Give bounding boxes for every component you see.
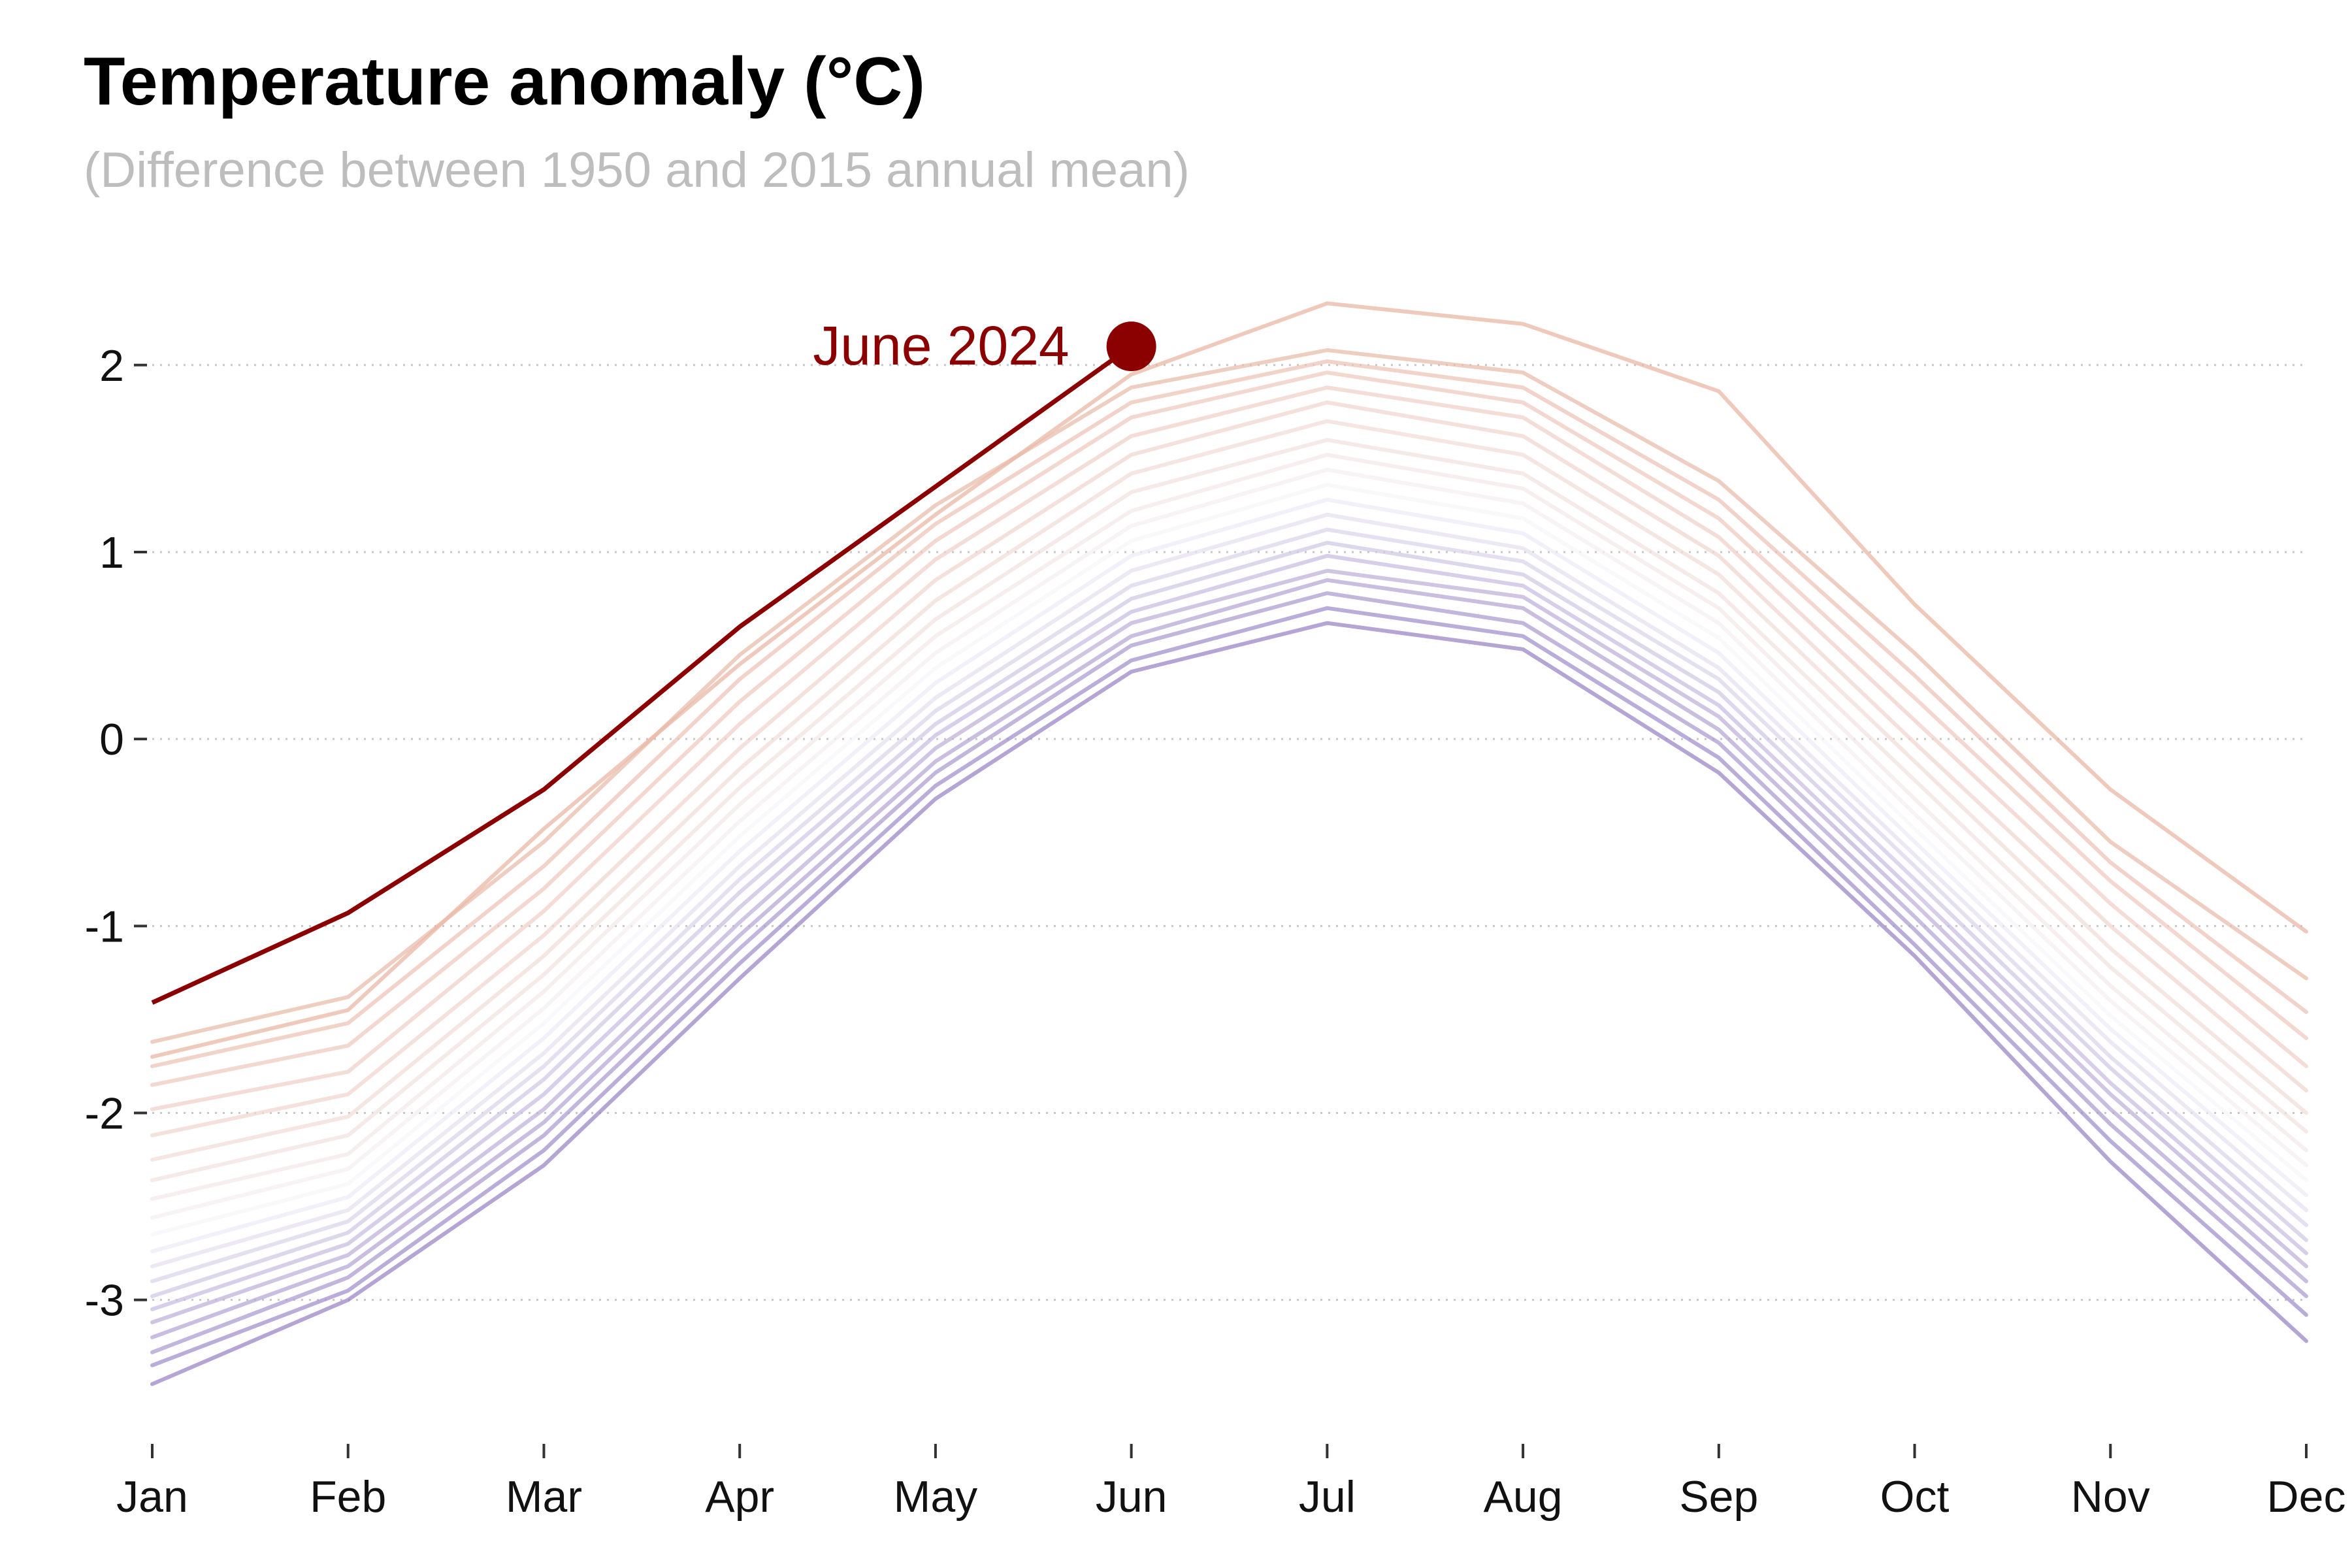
series-lines (150, 301, 2308, 1386)
series-line (150, 400, 2308, 1137)
series-line (150, 591, 2308, 1354)
series-line (150, 621, 2308, 1386)
series-line (150, 482, 2308, 1237)
series-line (150, 527, 2308, 1284)
x-tick-label: Apr (705, 1472, 774, 1522)
highlight-line (151, 344, 1133, 1005)
y-tick-label: -1 (85, 902, 124, 951)
y-tick-label: 0 (99, 715, 124, 764)
x-tick-label: Jul (1299, 1472, 1356, 1522)
series-line (150, 301, 2308, 1059)
series-line (150, 540, 2308, 1298)
series-line (150, 512, 2308, 1269)
series-line (150, 578, 2308, 1339)
series-line (150, 606, 2308, 1367)
chart-subtitle: (Difference between 1950 and 2015 annual… (84, 142, 1190, 198)
chart-title: Temperature anomaly (°C) (84, 44, 925, 120)
y-tick-label: 2 (99, 341, 124, 391)
x-tick-label: Aug (1484, 1472, 1563, 1522)
series-line (150, 453, 2308, 1201)
x-tick-label: May (894, 1472, 977, 1522)
y-tick-label: 1 (99, 528, 124, 578)
x-tick-label: Feb (310, 1472, 386, 1522)
y-tick-label: -2 (85, 1088, 124, 1138)
highlight-series: June 2024 (151, 315, 1156, 1005)
series-line (150, 568, 2308, 1324)
x-tick-label: Jun (1096, 1472, 1168, 1522)
series-line (150, 359, 2308, 1068)
series-line (150, 468, 2308, 1220)
series-line (150, 348, 2308, 1044)
series-line (150, 497, 2308, 1254)
x-tick-label: Mar (506, 1472, 582, 1522)
series-line (150, 438, 2308, 1183)
series-line (150, 385, 2308, 1111)
x-tick-label: Dec (2267, 1472, 2346, 1522)
series-line (150, 370, 2308, 1087)
x-tick-label: Nov (2071, 1472, 2150, 1522)
series-line (150, 553, 2308, 1311)
y-tick-label: -3 (85, 1276, 124, 1326)
axes: -3 -2 -1 0 1 2 Jan Feb Mar Apr May Jun Jul Aug Sep Oct N… (85, 341, 2346, 1522)
highlight-point (1106, 321, 1156, 372)
x-tick-label: Sep (1679, 1472, 1758, 1522)
series-line (150, 419, 2308, 1162)
x-tick-label: Oct (1880, 1472, 1950, 1522)
x-tick-label: Jan (116, 1472, 188, 1522)
highlight-label: June 2024 (813, 315, 1069, 376)
